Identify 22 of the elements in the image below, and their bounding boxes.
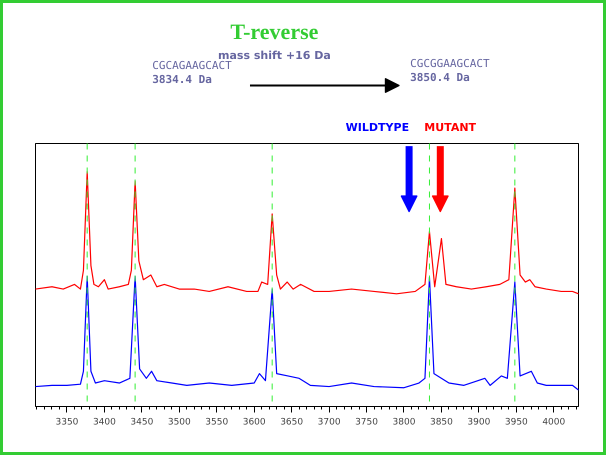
x-tick-label: 3500	[168, 418, 192, 428]
text: CGCAGAAGCACT	[152, 59, 232, 72]
text: WILDTYPE	[346, 121, 410, 134]
chart-title: T-reverse	[230, 19, 319, 44]
x-tick-label: 3750	[355, 418, 378, 428]
text: MUTANT	[424, 121, 477, 134]
x-tick-label: 3600	[242, 418, 266, 428]
x-tick-label: 3900	[467, 418, 491, 428]
x-tick-label: 3850	[430, 418, 454, 428]
text: 3834.4 Da	[152, 73, 212, 86]
text: 3850.4 Da	[410, 71, 470, 84]
x-tick-label: 3350	[56, 418, 79, 428]
x-tick-label: 3550	[205, 418, 228, 428]
x-tick-label: 3950	[504, 418, 528, 428]
x-tick-label: 4000	[542, 418, 566, 428]
x-tick-label: 3400	[92, 418, 116, 428]
text: CGCGGAAGCACT	[410, 57, 490, 70]
x-tick-label: 3450	[130, 418, 154, 428]
x-tick-label: 3800	[392, 418, 416, 428]
text: mass shift +16 Da	[218, 49, 331, 62]
x-tick-label: 3700	[318, 418, 341, 428]
x-tick-label: 3650	[280, 418, 304, 428]
